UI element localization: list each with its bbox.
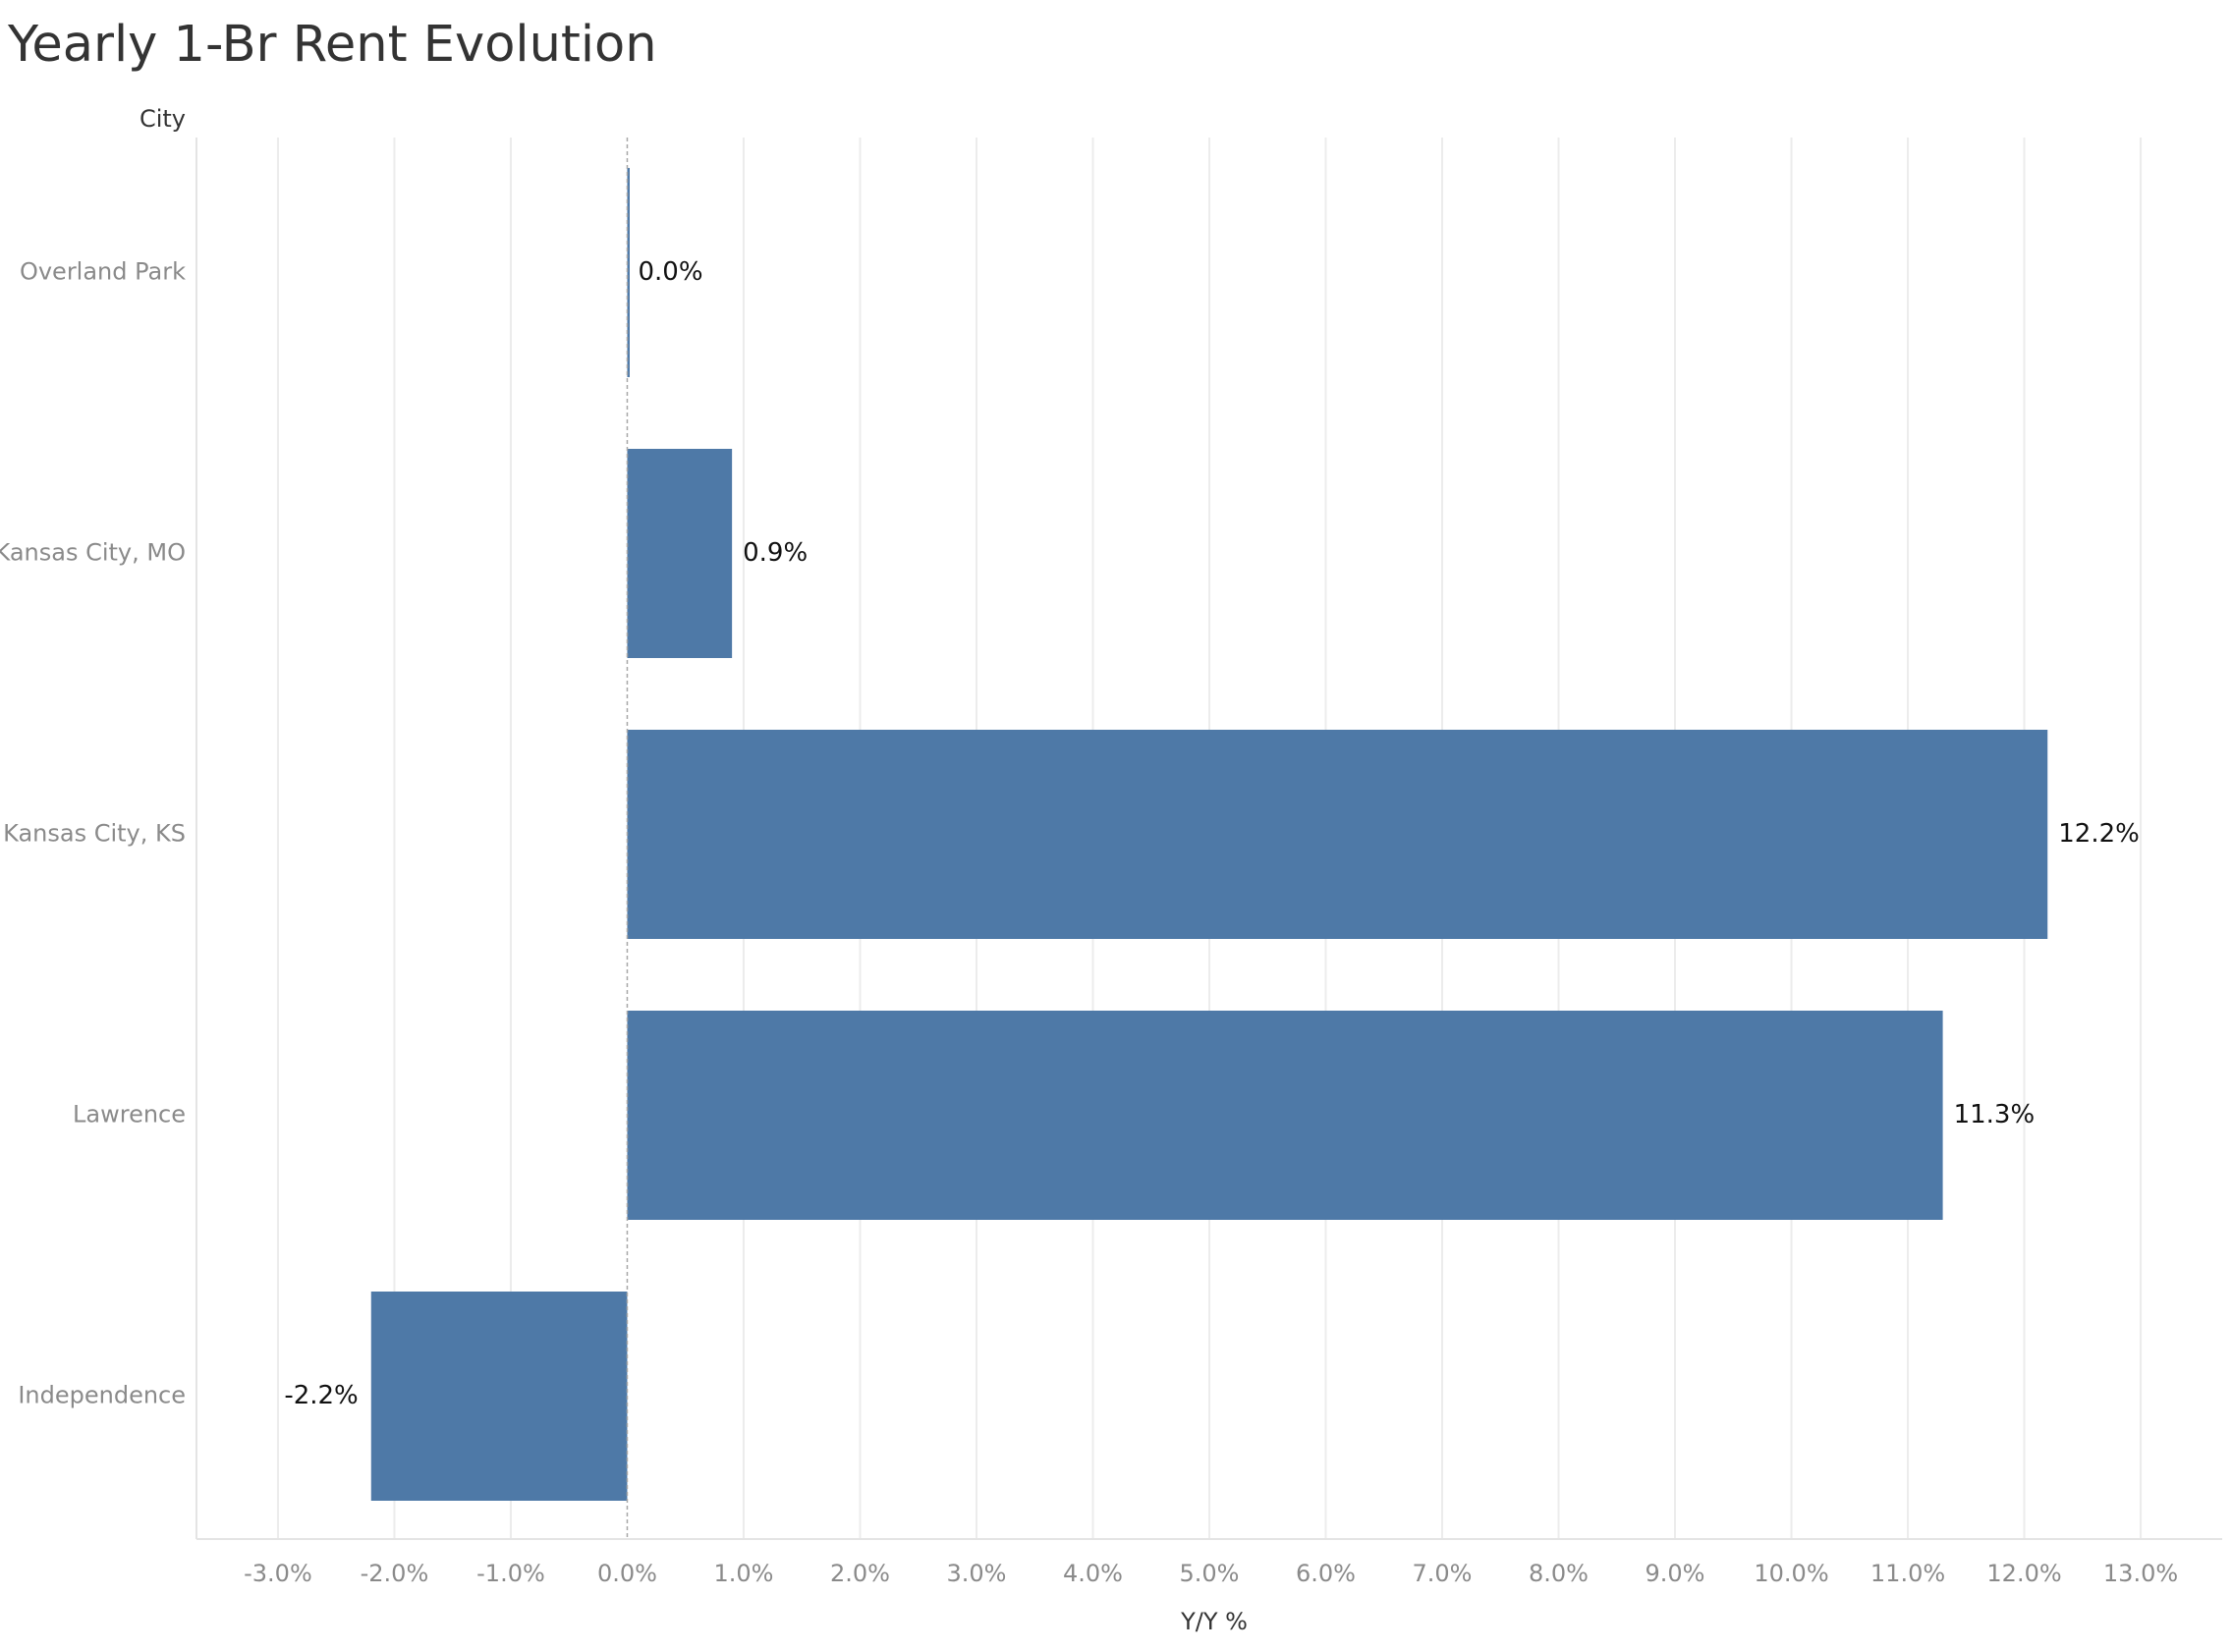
category-label: Lawrence	[73, 1101, 186, 1129]
x-tick-label: 11.0%	[1870, 1560, 1945, 1587]
data-label: 12.2%	[2058, 819, 2140, 849]
bars	[370, 168, 2048, 1501]
data-label: 0.0%	[638, 257, 702, 287]
bar	[627, 449, 733, 658]
bar	[627, 730, 2048, 939]
x-tick-labels: -3.0% -2.0% -1.0% 0.0% 1.0% 2.0% 3.0% 4.0% 5.0% 6…	[244, 1560, 2178, 1587]
data-labels: 0.0% 0.9% 12.2% 11.3% -2.2%	[284, 257, 2140, 1410]
x-tick-label: 6.0%	[1296, 1560, 1356, 1587]
x-tick-label: -2.0%	[361, 1560, 429, 1587]
value-axis-title: Y/Y %	[1180, 1608, 1248, 1635]
bar	[627, 168, 630, 377]
x-tick-label: 5.0%	[1180, 1560, 1240, 1587]
x-tick-label: 12.0%	[1986, 1560, 2061, 1587]
category-label: Kansas City, MO	[0, 539, 186, 567]
x-tick-label: -3.0%	[244, 1560, 312, 1587]
data-label: 0.9%	[743, 538, 808, 568]
data-label: -2.2%	[284, 1381, 358, 1410]
x-tick-label: 4.0%	[1063, 1560, 1123, 1587]
x-tick-label: -1.0%	[476, 1560, 545, 1587]
x-tick-label: 9.0%	[1646, 1560, 1705, 1587]
category-label: Independence	[18, 1382, 186, 1409]
x-tick-label: 0.0%	[597, 1560, 657, 1587]
x-tick-label: 8.0%	[1529, 1560, 1589, 1587]
x-tick-label: 2.0%	[830, 1560, 890, 1587]
category-label: Kansas City, KS	[3, 820, 186, 848]
x-tick-label: 10.0%	[1754, 1560, 1828, 1587]
x-tick-label: 3.0%	[946, 1560, 1006, 1587]
bar	[627, 1011, 1943, 1220]
category-axis-title: City	[140, 105, 186, 133]
category-labels: Overland Park Kansas City, MO Kansas City,…	[0, 258, 186, 1409]
chart-title: Yearly 1-Br Rent Evolution	[8, 16, 657, 74]
x-tick-label: 7.0%	[1413, 1560, 1473, 1587]
x-tick-label: 1.0%	[713, 1560, 773, 1587]
category-label: Overland Park	[20, 258, 186, 286]
x-tick-label: 13.0%	[2103, 1560, 2178, 1587]
bar	[370, 1292, 628, 1501]
data-label: 11.3%	[1954, 1100, 2036, 1129]
